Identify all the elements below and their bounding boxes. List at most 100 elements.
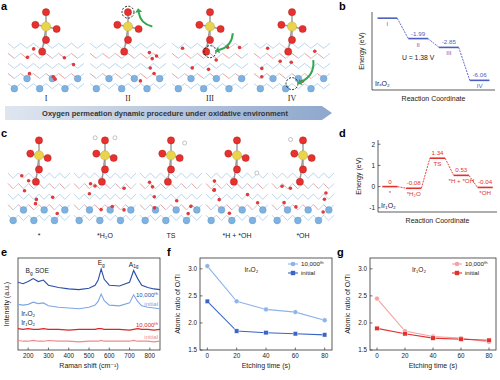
o-atom (291, 150, 298, 157)
lattice-bond (267, 63, 273, 68)
series-line (18, 329, 160, 330)
lattice-bond (103, 43, 109, 48)
lattice-bond (65, 173, 70, 178)
lattice-bond (65, 194, 70, 199)
ti-atom (127, 207, 134, 214)
o-atom (213, 179, 217, 183)
ir-atom (123, 22, 132, 31)
legend-label: initial (301, 269, 315, 276)
y-axis-label: Atomic ratio of O/Ti (174, 274, 181, 334)
lattice-bond (74, 205, 79, 210)
lattice-bond (49, 194, 54, 199)
lattice-bond (298, 205, 303, 210)
o-atom (27, 179, 31, 183)
lattice-bond (18, 184, 23, 189)
o-atom (289, 60, 293, 64)
lattice-bond (253, 194, 258, 199)
lattice-bond (161, 205, 166, 210)
lattice-bond (263, 194, 268, 199)
ti-atom (86, 207, 93, 214)
lattice-bond (49, 184, 54, 189)
lattice-bond (216, 53, 222, 58)
lattice-bond (319, 205, 324, 210)
lattice-bond (232, 205, 237, 210)
lattice-bond (171, 173, 176, 178)
x-tick (207, 348, 208, 351)
lattice-bond (153, 43, 159, 48)
lattice-bond (324, 215, 329, 220)
ti-atom (93, 85, 100, 92)
lattice-bond (126, 173, 131, 178)
lattice-bond (109, 84, 115, 89)
lattice-bond (150, 194, 155, 199)
lattice-bond (288, 215, 293, 220)
lattice-bond (282, 215, 287, 220)
lattice-bond (134, 63, 140, 68)
lattice-bond (222, 173, 227, 178)
lattice-bond (197, 184, 202, 189)
y-tick-label: 3.0 (358, 265, 367, 272)
lattice-bond (277, 194, 282, 199)
y-axis (372, 12, 373, 90)
lattice-bond (227, 173, 232, 178)
lattice-bond (324, 173, 329, 178)
lattice-bond (242, 215, 247, 220)
lattice-bond (52, 43, 58, 48)
lattice-bond (293, 194, 298, 199)
lattice-bond (191, 53, 197, 58)
x-tick (405, 348, 406, 351)
ti-atom (142, 217, 149, 224)
o-atom (35, 198, 39, 202)
lattice-bond (242, 53, 248, 58)
lattice-bond (279, 74, 285, 79)
data-point (431, 336, 435, 340)
y-tick-label: 1 (371, 162, 375, 169)
atomic-structure (140, 137, 202, 224)
ti-atom (213, 75, 220, 82)
lattice-bond (29, 194, 34, 199)
lattice-bond (197, 43, 203, 48)
y-tick (370, 350, 373, 351)
o-atom (260, 67, 264, 71)
o-atom (206, 36, 213, 43)
ti-atom (305, 207, 312, 214)
lattice-bond (185, 84, 191, 89)
data-point (487, 338, 491, 342)
category-label: I (387, 20, 389, 27)
o-atom (225, 150, 232, 157)
atomic-structure (254, 9, 330, 92)
ir-atom (166, 151, 175, 160)
lattice-bond (115, 43, 121, 48)
lattice-bond (134, 43, 140, 48)
data-point (264, 307, 269, 312)
ti-atom (62, 85, 69, 92)
atomic-structure (206, 137, 268, 224)
o-atom (153, 206, 157, 210)
lattice-bond (161, 173, 166, 178)
lattice-bond (254, 43, 260, 48)
lattice-bond (192, 194, 197, 199)
x-tick-label: 80 (321, 352, 329, 359)
data-point (375, 326, 379, 330)
o-atom (299, 137, 306, 144)
lattice-bond (140, 194, 145, 199)
o-atom (148, 66, 152, 70)
chart-g: 0204060801.52.02.53.0Etching time (s)Ato… (344, 258, 496, 370)
o-atom (39, 48, 46, 55)
lattice-bond (311, 74, 317, 79)
lattice-bond (150, 173, 155, 178)
o-atom (233, 166, 240, 173)
lattice-bond (90, 63, 96, 68)
x-axis (378, 212, 497, 213)
plot-area (375, 296, 492, 344)
ti-atom (183, 217, 190, 224)
lattice-bond (126, 215, 131, 220)
ti-atom (294, 217, 301, 224)
ti-atom (144, 85, 151, 92)
lattice-bond (103, 53, 109, 58)
lattice-bond (24, 184, 29, 189)
h-atom (113, 136, 117, 140)
lattice-bond (55, 205, 60, 210)
lattice-bond (317, 53, 323, 58)
data-label: -0.08 (407, 179, 422, 186)
